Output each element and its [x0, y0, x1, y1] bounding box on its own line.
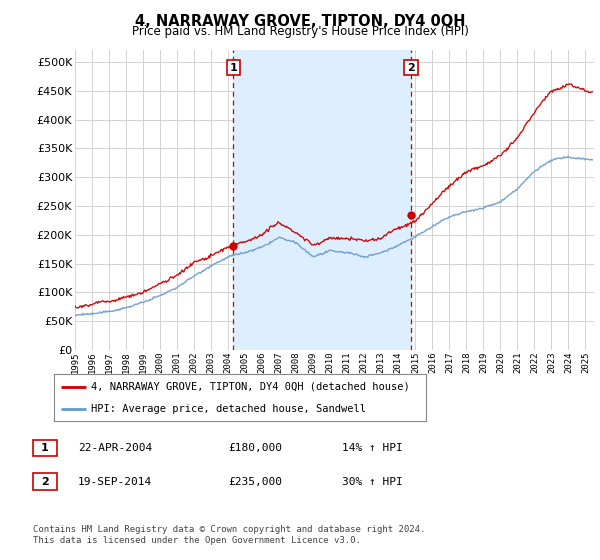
Text: HPI: Average price, detached house, Sandwell: HPI: Average price, detached house, Sand…	[91, 404, 366, 414]
Text: 4, NARRAWAY GROVE, TIPTON, DY4 0QH (detached house): 4, NARRAWAY GROVE, TIPTON, DY4 0QH (deta…	[91, 382, 410, 392]
Text: 1: 1	[229, 63, 237, 73]
Text: Price paid vs. HM Land Registry's House Price Index (HPI): Price paid vs. HM Land Registry's House …	[131, 25, 469, 38]
Text: 22-APR-2004: 22-APR-2004	[78, 443, 152, 453]
Text: 2: 2	[41, 477, 49, 487]
Text: Contains HM Land Registry data © Crown copyright and database right 2024.
This d: Contains HM Land Registry data © Crown c…	[33, 525, 425, 545]
Text: 14% ↑ HPI: 14% ↑ HPI	[342, 443, 403, 453]
Bar	[233, 50, 411, 350]
Text: 19-SEP-2014: 19-SEP-2014	[78, 477, 152, 487]
Text: £235,000: £235,000	[228, 477, 282, 487]
Text: 2: 2	[407, 63, 415, 73]
Text: 4, NARRAWAY GROVE, TIPTON, DY4 0QH: 4, NARRAWAY GROVE, TIPTON, DY4 0QH	[135, 14, 465, 29]
Text: 1: 1	[41, 443, 49, 453]
Text: £180,000: £180,000	[228, 443, 282, 453]
Text: 30% ↑ HPI: 30% ↑ HPI	[342, 477, 403, 487]
